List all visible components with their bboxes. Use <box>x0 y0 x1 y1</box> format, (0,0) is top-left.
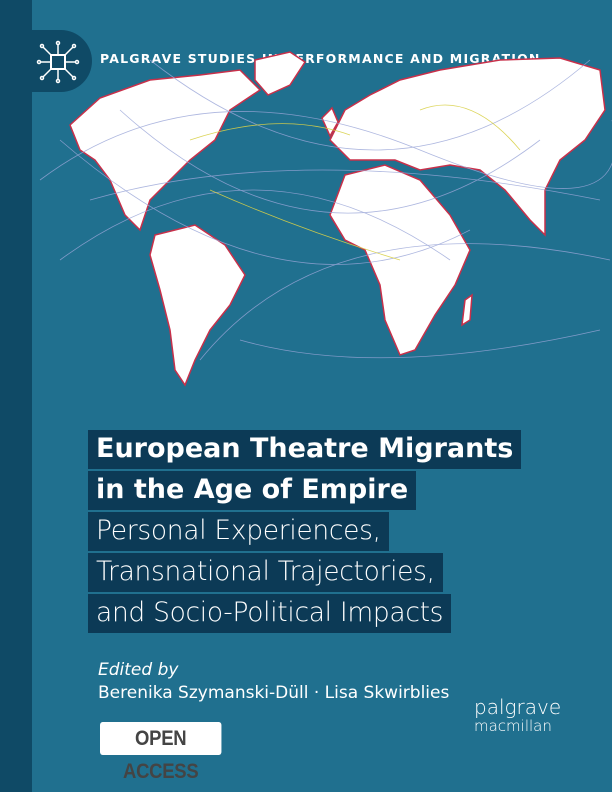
publisher-line-2: macmillan <box>474 717 552 735</box>
book-title-line-2: in the Age of Empire <box>88 471 417 510</box>
title-block: European Theatre Migrants in the Age of … <box>88 430 522 635</box>
britain <box>321 106 339 138</box>
south-america <box>149 224 246 387</box>
publisher-line-1: palgrave <box>474 695 562 719</box>
network-square-icon <box>36 40 80 84</box>
open-access-badge: OPEN ACCESS <box>100 722 222 783</box>
book-subtitle-line-1: Personal Experiences, <box>88 512 389 551</box>
greenland <box>254 51 307 96</box>
book-title-line-1: European Theatre Migrants <box>88 430 522 469</box>
spine-band <box>0 0 32 792</box>
world-map-illustration <box>39 51 612 387</box>
eurasia <box>329 57 606 237</box>
edited-by-label: Edited by <box>98 660 179 680</box>
north-america <box>69 69 262 232</box>
series-title: PALGRAVE STUDIES IN PERFORMANCE AND MIGR… <box>100 51 541 66</box>
book-subtitle-line-3: and Socio-Political Impacts <box>88 594 452 633</box>
madagascar <box>461 293 473 327</box>
publisher-logo: palgrave macmillan <box>474 696 561 734</box>
book-subtitle-line-2: Transnational Trajectories, <box>88 553 443 592</box>
editors: Berenika Szymanski-Düll · Lisa Skwirblie… <box>98 683 450 703</box>
